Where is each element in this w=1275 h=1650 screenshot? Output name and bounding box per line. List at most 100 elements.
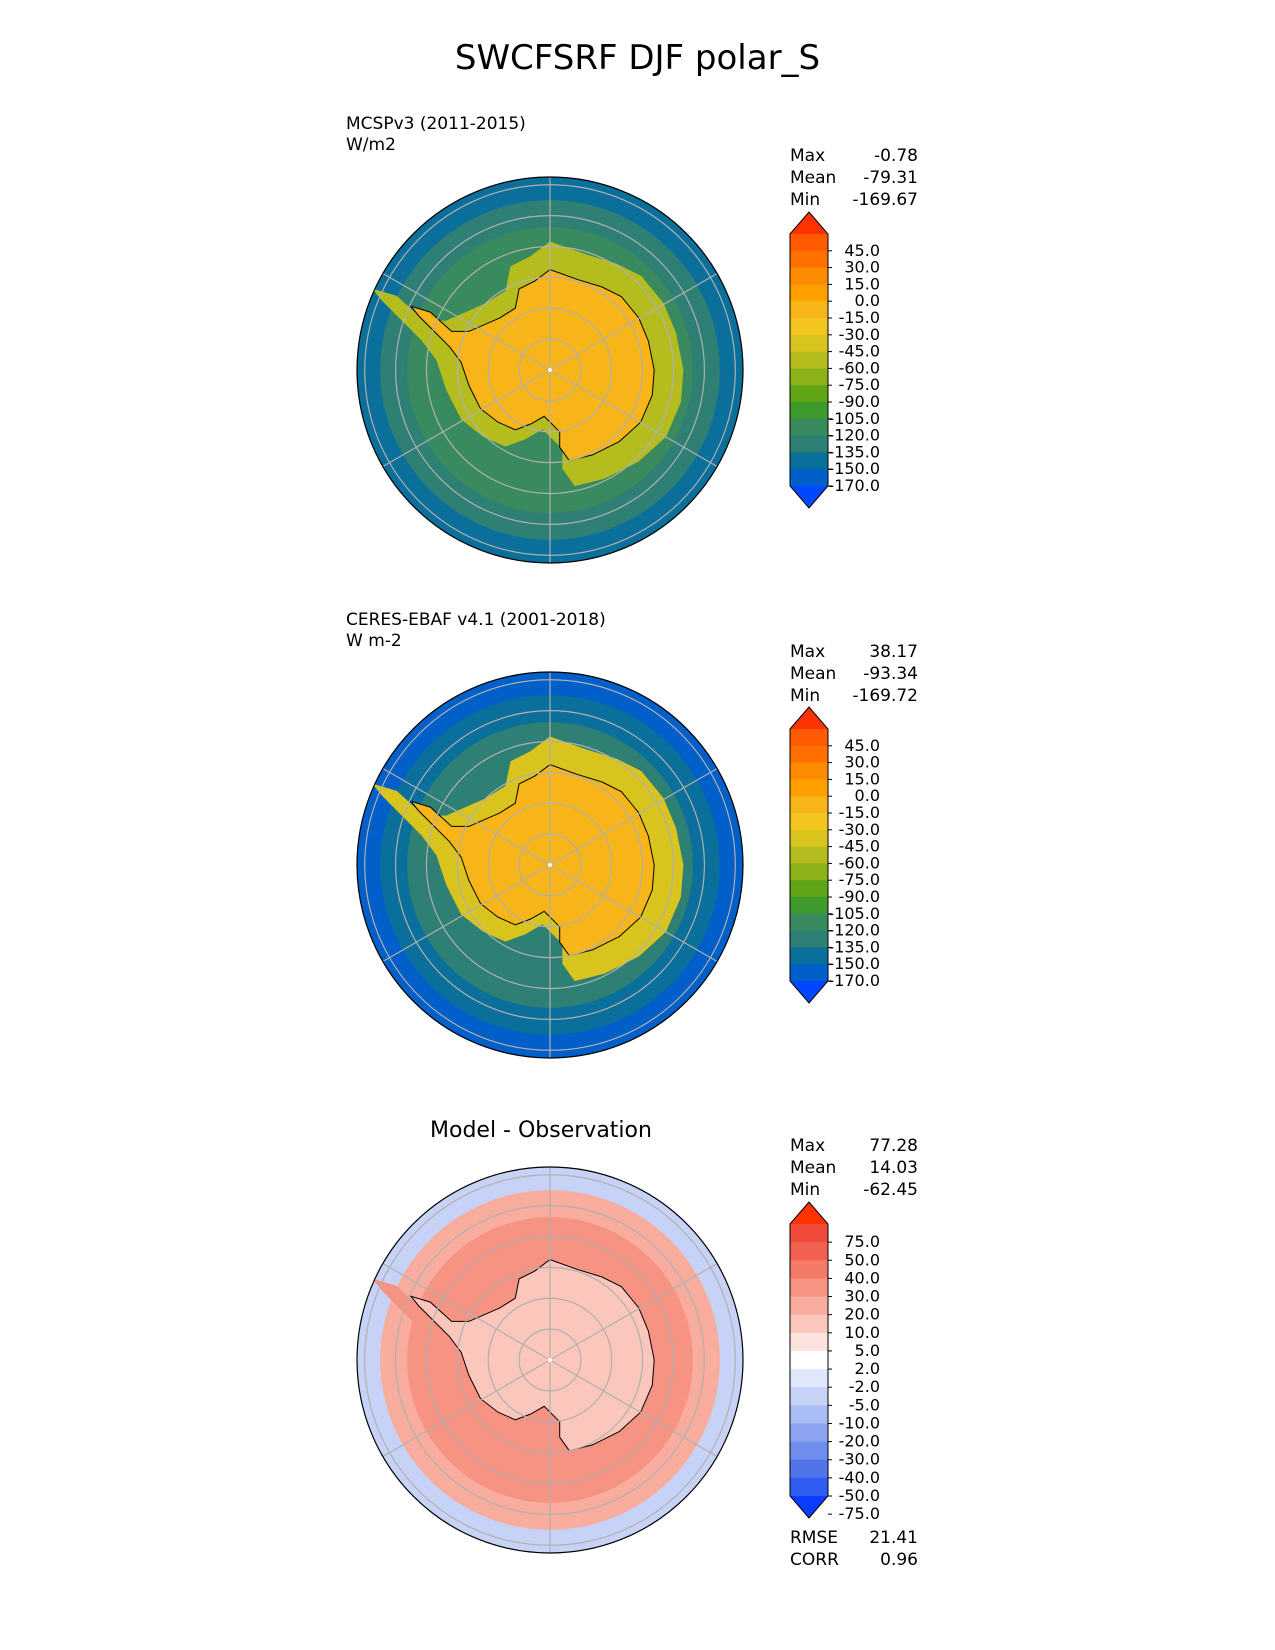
colorbar-tick-label: -75.0 [839, 375, 880, 394]
colorbar-tick-label: -135.0 [828, 442, 880, 461]
colorbar-swatch [790, 897, 828, 915]
colorbar-tick-label: -5.0 [849, 1395, 880, 1414]
panel-2-polar-map [356, 671, 744, 1059]
colorbar-swatch [790, 813, 828, 831]
meridian-line [549, 1262, 718, 1361]
colorbar-tick-label: -30.0 [839, 1450, 880, 1469]
colorbar-extend-min [790, 981, 828, 1003]
colorbar-tick-label: 30.0 [844, 1287, 880, 1306]
metric-label: RMSE [790, 1528, 839, 1548]
stat-label: Mean [790, 168, 837, 188]
meridian-line [382, 369, 551, 468]
colorbar-swatch [790, 385, 828, 403]
pole-point [548, 1358, 552, 1362]
colorbar-swatch [790, 1369, 828, 1388]
colorbar-swatch [790, 1314, 828, 1334]
metric-value: 21.41 [869, 1528, 918, 1548]
colorbar-swatch [790, 964, 828, 982]
colorbar-tick-label: -45.0 [839, 837, 880, 856]
colorbar-tick-label: 45.0 [844, 241, 880, 260]
colorbar-swatch [790, 452, 828, 470]
colorbar-swatch [790, 762, 828, 780]
meridian-line [382, 1262, 551, 1361]
colorbar-tick-label: -20.0 [839, 1432, 880, 1451]
colorbar-swatch [790, 947, 828, 965]
meridian-line [549, 767, 718, 866]
colorbar-tick-label: -105.0 [828, 409, 880, 428]
colorbar-tick-label: -90.0 [839, 887, 880, 906]
colorbar-tick-label: -105.0 [828, 904, 880, 923]
colorbar-tick-label: -75.0 [839, 1504, 880, 1520]
meridian-line [382, 272, 551, 371]
colorbar-extend-max [790, 212, 828, 234]
colorbar-tick-label: -50.0 [839, 1486, 880, 1505]
colorbar-tick-label: -30.0 [839, 820, 880, 839]
colorbar-swatch [790, 334, 828, 353]
colorbar-swatch [790, 418, 828, 437]
field-land [411, 269, 655, 461]
colorbar-tick-label: 40.0 [844, 1268, 880, 1287]
panel-2-colorbar: 45.030.015.00.0-15.0-30.0-45.0-60.0-75.0… [789, 706, 880, 1004]
stat-label: Min [790, 1180, 821, 1200]
colorbar-swatch [790, 1405, 828, 1424]
colorbar-tick-label: -170.0 [828, 971, 880, 990]
colorbar-tick-label: 45.0 [844, 736, 880, 755]
meridian-line [549, 272, 718, 371]
colorbar-tick-label: -60.0 [839, 853, 880, 872]
graticule [364, 672, 736, 1058]
colorbar-swatch [790, 351, 828, 369]
colorbar-extend-max [790, 1202, 828, 1224]
panel-2-label: CERES-EBAF v4.1 (2001-2018) [346, 610, 606, 630]
stat-label: Max [790, 1136, 826, 1156]
panel-1-label: MCSPv3 (2011-2015) [346, 114, 526, 134]
map-border [356, 176, 744, 564]
colorbar-tick-label: 5.0 [855, 1341, 880, 1360]
pole-point [548, 368, 552, 372]
stat-value: 38.17 [869, 642, 918, 662]
field-land [411, 764, 655, 956]
stat-value: 14.03 [869, 1158, 918, 1178]
colorbar-tick-label: 50.0 [844, 1250, 880, 1269]
colorbar-tick-label: -15.0 [839, 803, 880, 822]
colorbar-tick-label: -170.0 [828, 476, 880, 495]
meridian-line [549, 369, 718, 468]
colorbar-swatch [790, 729, 828, 747]
colorbar-swatch [790, 1224, 828, 1243]
panel-3-heading: Model - Observation [430, 1118, 652, 1143]
graticule [364, 1167, 736, 1553]
colorbar-tick-label: 10.0 [844, 1323, 880, 1342]
colorbar-swatch [790, 267, 828, 285]
stat-label: Mean [790, 664, 837, 684]
colorbar-tick-label: 15.0 [844, 274, 880, 293]
stat-value: -169.72 [852, 686, 918, 706]
colorbar-tick-label: 2.0 [855, 1359, 880, 1378]
stat-label: Min [790, 686, 821, 706]
colorbar-tick-label: 30.0 [844, 753, 880, 772]
stat-value: 77.28 [869, 1136, 918, 1156]
panel-1-polar-map [356, 176, 744, 564]
colorbar-swatch [790, 1278, 828, 1298]
meridian-line [382, 767, 551, 866]
map-border [356, 1166, 744, 1554]
colorbar-swatch [790, 368, 828, 386]
stat-label: Max [790, 642, 826, 662]
colorbar-swatch [790, 880, 828, 898]
colorbar-tick-label: 0.0 [855, 786, 880, 805]
colorbar-tick-label: -60.0 [839, 358, 880, 377]
panel-2-units: W m-2 [346, 631, 402, 651]
panel-3-metrics: RMSE 21.41 CORR 0.96 [790, 1527, 918, 1571]
panel-3-polar-map [356, 1166, 744, 1554]
colorbar-tick-label: -40.0 [839, 1468, 880, 1487]
colorbar-tick-label: -45.0 [839, 342, 880, 361]
colorbar-swatch [790, 1459, 828, 1479]
panel-1-units: W/m2 [346, 135, 396, 155]
metric-value: 0.96 [880, 1550, 918, 1570]
colorbar-swatch [790, 402, 828, 420]
colorbar-swatch [790, 1477, 828, 1497]
pole-point [548, 863, 552, 867]
colorbar-tick-label: 75.0 [844, 1232, 880, 1251]
colorbar-swatch [790, 745, 828, 764]
colorbar-tick-label: 0.0 [855, 291, 880, 310]
colorbar-tick-label: -10.0 [839, 1413, 880, 1432]
panel-3-stats: Max 77.28 Mean 14.03 Min -62.45 [790, 1135, 918, 1201]
